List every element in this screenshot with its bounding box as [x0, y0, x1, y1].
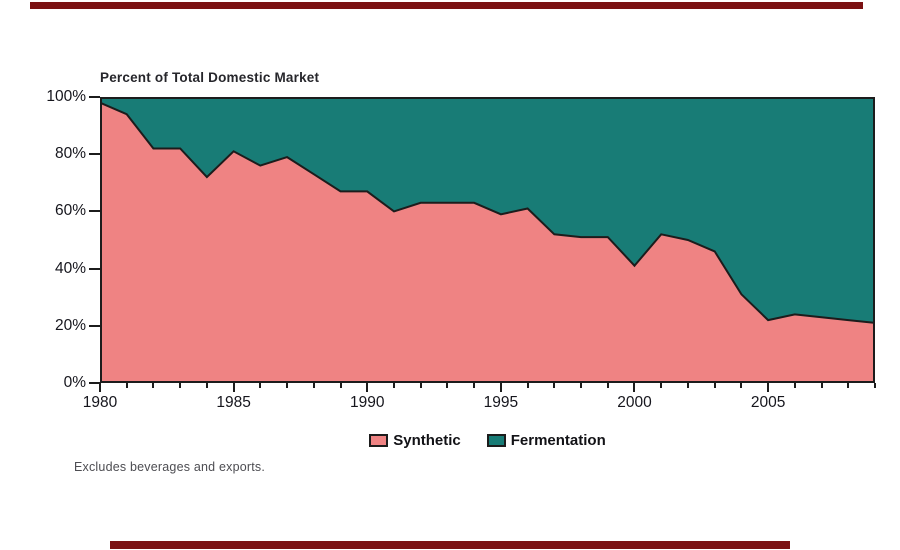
- synthetic-area: [100, 102, 875, 383]
- x-minor-tick-mark: [713, 383, 716, 388]
- y-tick-label: 80%: [54, 145, 86, 163]
- top-decoration-bar: [30, 2, 863, 9]
- y-tick-mark: [89, 267, 100, 270]
- chart-canvas: [100, 97, 875, 383]
- y-tick-label: 40%: [54, 259, 86, 277]
- x-minor-tick-mark: [847, 383, 850, 388]
- series-boundary-line: [100, 101, 875, 324]
- x-major-tick-mark: [767, 383, 770, 392]
- x-tick-label: 1995: [483, 394, 519, 411]
- y-tick-label: 60%: [54, 202, 86, 220]
- x-major-tick-mark: [366, 383, 369, 392]
- y-tick-mark: [89, 96, 100, 98]
- x-minor-tick-mark: [286, 383, 289, 388]
- x-minor-tick-mark: [339, 383, 342, 388]
- x-minor-tick-mark: [179, 383, 182, 388]
- y-tick-mark: [89, 153, 100, 156]
- x-tick-label: 1990: [349, 394, 385, 411]
- bottom-decoration-bar: [110, 541, 790, 549]
- legend-item-fermentation: Fermentation: [486, 432, 606, 449]
- plot-border: [100, 97, 875, 383]
- legend-swatch-fermentation: [486, 434, 506, 447]
- x-tick-label: 1980: [82, 394, 118, 411]
- x-major-tick-mark: [99, 383, 101, 392]
- x-minor-tick-mark: [740, 383, 743, 388]
- legend-label-synthetic: Synthetic: [393, 432, 461, 449]
- x-major-tick-mark: [232, 383, 235, 392]
- x-minor-tick-mark: [205, 383, 208, 388]
- x-minor-tick-mark: [125, 383, 128, 388]
- x-minor-tick-mark: [392, 383, 395, 388]
- legend: Synthetic Fermentation: [100, 432, 875, 449]
- x-minor-tick-mark: [580, 383, 583, 388]
- x-minor-tick-mark: [553, 383, 556, 388]
- stacked-area-chart: [100, 97, 875, 383]
- x-minor-tick-mark: [312, 383, 315, 388]
- y-tick-label: 20%: [54, 316, 86, 334]
- x-minor-tick-mark: [793, 383, 796, 388]
- x-minor-tick-mark: [446, 383, 449, 388]
- x-major-tick-mark: [499, 383, 502, 392]
- x-minor-tick-mark: [820, 383, 823, 388]
- y-tick-mark: [89, 210, 100, 213]
- x-minor-tick-mark: [526, 383, 529, 388]
- x-minor-tick-mark: [259, 383, 262, 388]
- x-minor-tick-mark: [660, 383, 663, 388]
- legend-label-fermentation: Fermentation: [510, 432, 606, 449]
- x-minor-tick-mark: [473, 383, 476, 388]
- x-major-tick-mark: [633, 383, 636, 392]
- chart-title: Percent of Total Domestic Market: [100, 70, 320, 85]
- footnote: Excludes beverages and exports.: [74, 460, 266, 474]
- y-tick-label: 0%: [63, 374, 86, 391]
- x-minor-tick-mark: [606, 383, 609, 388]
- x-tick-label: 1985: [216, 394, 251, 411]
- y-tick-label: 100%: [46, 88, 86, 105]
- y-tick-mark: [89, 382, 100, 384]
- x-minor-tick-mark: [874, 383, 876, 388]
- x-tick-label: 2000: [617, 394, 652, 411]
- x-minor-tick-mark: [686, 383, 689, 388]
- y-tick-mark: [89, 324, 100, 327]
- x-tick-label: 2005: [750, 394, 786, 411]
- legend-item-synthetic: Synthetic: [369, 432, 461, 449]
- x-minor-tick-mark: [152, 383, 155, 388]
- legend-swatch-synthetic: [369, 434, 389, 447]
- x-minor-tick-mark: [419, 383, 422, 388]
